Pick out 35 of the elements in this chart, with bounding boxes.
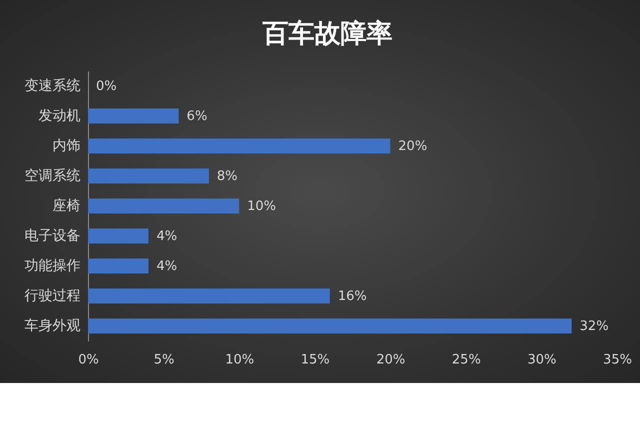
bar [88, 108, 179, 124]
data-label: 16% [338, 289, 367, 304]
data-label: 20% [398, 139, 428, 154]
y-tick-label: 座椅 [52, 198, 80, 214]
bar [88, 258, 148, 274]
x-tick-label: 0% [78, 352, 99, 368]
x-tick-label: 10% [225, 352, 254, 368]
x-tick-label: 35% [603, 352, 632, 368]
y-tick-label: 变速系统 [24, 78, 80, 94]
data-label: 10% [247, 199, 276, 214]
y-tick-label: 空调系统 [24, 168, 80, 184]
y-tick-label: 内饰 [52, 138, 80, 154]
y-tick-label: 车身外观 [24, 318, 80, 334]
x-tick-label: 30% [527, 352, 556, 368]
x-tick-label: 5% [154, 352, 174, 368]
bar [88, 138, 390, 154]
y-tick-label: 发动机 [38, 108, 80, 124]
bar [88, 168, 209, 184]
data-label: 4% [156, 229, 178, 244]
x-tick-label: 25% [452, 352, 481, 368]
y-tick-label: 行驶过程 [24, 288, 80, 304]
data-label: 4% [156, 259, 178, 274]
data-label: 32% [580, 319, 609, 334]
data-label: 6% [186, 109, 208, 124]
data-label: 0% [96, 79, 117, 94]
bar [88, 198, 240, 214]
y-tick-label: 功能操作 [24, 258, 80, 274]
x-tick-label: 15% [300, 352, 330, 368]
y-tick-label: 电子设备 [24, 228, 80, 244]
chart-title: 百车故障率 [262, 19, 393, 49]
bar [88, 288, 330, 304]
x-tick-label: 20% [376, 352, 406, 368]
bar [88, 228, 148, 244]
bar [88, 318, 572, 334]
data-label: 8% [216, 169, 238, 184]
